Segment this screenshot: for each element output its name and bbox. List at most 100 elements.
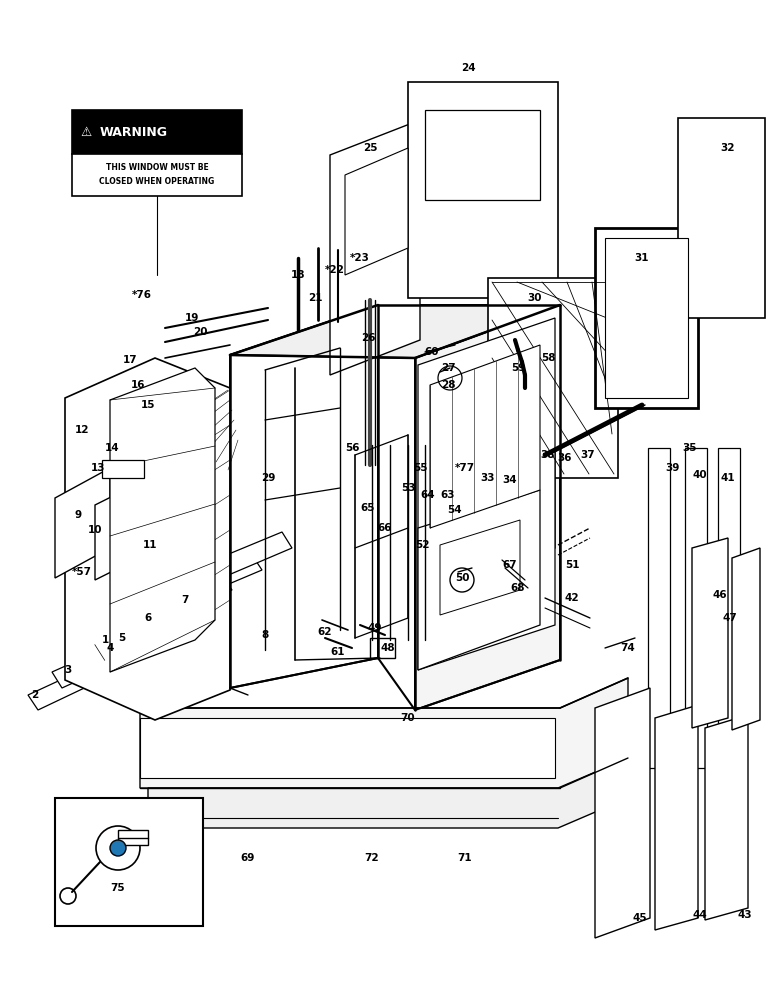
Polygon shape <box>95 480 145 580</box>
Polygon shape <box>105 595 202 648</box>
Text: 59: 59 <box>511 363 525 373</box>
Text: 40: 40 <box>692 470 707 480</box>
Polygon shape <box>430 345 540 528</box>
Polygon shape <box>330 120 420 375</box>
Text: 27: 27 <box>441 363 455 373</box>
Text: 13: 13 <box>91 463 105 473</box>
Text: 49: 49 <box>367 623 382 633</box>
Polygon shape <box>110 368 215 672</box>
Text: 4: 4 <box>107 643 113 653</box>
Text: 16: 16 <box>130 380 145 390</box>
Polygon shape <box>162 555 262 608</box>
Text: *22: *22 <box>325 265 345 275</box>
Bar <box>370 638 395 658</box>
Text: 2: 2 <box>32 690 39 700</box>
Polygon shape <box>345 148 408 275</box>
Text: 34: 34 <box>503 475 517 485</box>
Text: 6: 6 <box>144 613 151 623</box>
Text: *77: *77 <box>455 463 475 473</box>
Text: 62: 62 <box>318 627 332 637</box>
Text: 3: 3 <box>64 665 72 675</box>
Text: THIS WINDOW MUST BE: THIS WINDOW MUST BE <box>106 163 208 172</box>
Text: 43: 43 <box>738 910 752 920</box>
Text: 75: 75 <box>110 883 125 893</box>
Text: 17: 17 <box>123 355 137 365</box>
Polygon shape <box>65 358 230 720</box>
Text: 71: 71 <box>458 853 472 863</box>
Polygon shape <box>440 520 520 615</box>
Polygon shape <box>140 718 555 778</box>
Text: 52: 52 <box>415 540 429 550</box>
Text: 7: 7 <box>181 595 188 605</box>
Text: ⚠: ⚠ <box>80 125 91 138</box>
Text: 50: 50 <box>455 573 469 583</box>
Polygon shape <box>425 110 540 200</box>
Text: 61: 61 <box>330 647 345 657</box>
Text: 55: 55 <box>413 463 427 473</box>
Polygon shape <box>685 448 707 768</box>
Text: 30: 30 <box>528 293 542 303</box>
Text: 24: 24 <box>461 63 476 73</box>
Polygon shape <box>138 490 188 583</box>
Text: 45: 45 <box>633 913 647 923</box>
Polygon shape <box>648 448 670 768</box>
Text: 14: 14 <box>105 443 120 453</box>
Bar <box>72 110 242 154</box>
Text: 64: 64 <box>421 490 435 500</box>
Text: 39: 39 <box>665 463 679 473</box>
Polygon shape <box>28 658 118 710</box>
Text: 69: 69 <box>241 853 256 863</box>
Text: 19: 19 <box>185 313 199 323</box>
Bar <box>55 798 203 926</box>
Bar <box>605 238 688 398</box>
Polygon shape <box>718 448 740 768</box>
Text: 51: 51 <box>565 560 579 570</box>
Text: 70: 70 <box>401 713 415 723</box>
Text: 54: 54 <box>448 505 462 515</box>
Text: 25: 25 <box>363 143 378 153</box>
Polygon shape <box>78 615 172 668</box>
Text: 8: 8 <box>262 630 269 640</box>
Text: WARNING: WARNING <box>100 125 168 138</box>
Polygon shape <box>415 305 560 710</box>
Text: 35: 35 <box>682 443 697 453</box>
Text: 37: 37 <box>581 450 595 460</box>
Text: 46: 46 <box>713 590 727 600</box>
Text: 28: 28 <box>441 380 455 390</box>
Text: 11: 11 <box>143 540 157 550</box>
Text: *76: *76 <box>132 290 152 300</box>
Polygon shape <box>55 468 110 578</box>
Polygon shape <box>418 490 540 670</box>
Polygon shape <box>418 318 555 670</box>
Text: 44: 44 <box>692 910 707 920</box>
Text: 36: 36 <box>557 453 572 463</box>
Text: 18: 18 <box>291 270 305 280</box>
Polygon shape <box>595 228 698 408</box>
Bar <box>72 154 242 196</box>
Polygon shape <box>230 305 560 358</box>
Text: 12: 12 <box>75 425 90 435</box>
Text: 21: 21 <box>308 293 322 303</box>
Text: 15: 15 <box>141 400 155 410</box>
Polygon shape <box>52 635 145 688</box>
Text: 1: 1 <box>101 635 109 645</box>
Text: 5: 5 <box>118 633 126 643</box>
Polygon shape <box>132 575 232 628</box>
Text: CLOSED WHEN OPERATING: CLOSED WHEN OPERATING <box>100 176 215 186</box>
Text: 56: 56 <box>345 443 359 453</box>
Text: 74: 74 <box>621 643 635 653</box>
Text: 66: 66 <box>378 523 392 533</box>
Polygon shape <box>595 688 650 938</box>
Polygon shape <box>408 82 558 298</box>
Polygon shape <box>168 390 230 640</box>
Text: 72: 72 <box>364 853 379 863</box>
Bar <box>102 460 144 478</box>
Text: 32: 32 <box>721 143 735 153</box>
Text: 67: 67 <box>503 560 517 570</box>
Text: 47: 47 <box>723 613 737 623</box>
Text: 38: 38 <box>540 450 555 460</box>
Text: 48: 48 <box>381 643 395 653</box>
Polygon shape <box>230 305 378 688</box>
Polygon shape <box>678 118 765 318</box>
Polygon shape <box>488 278 618 478</box>
